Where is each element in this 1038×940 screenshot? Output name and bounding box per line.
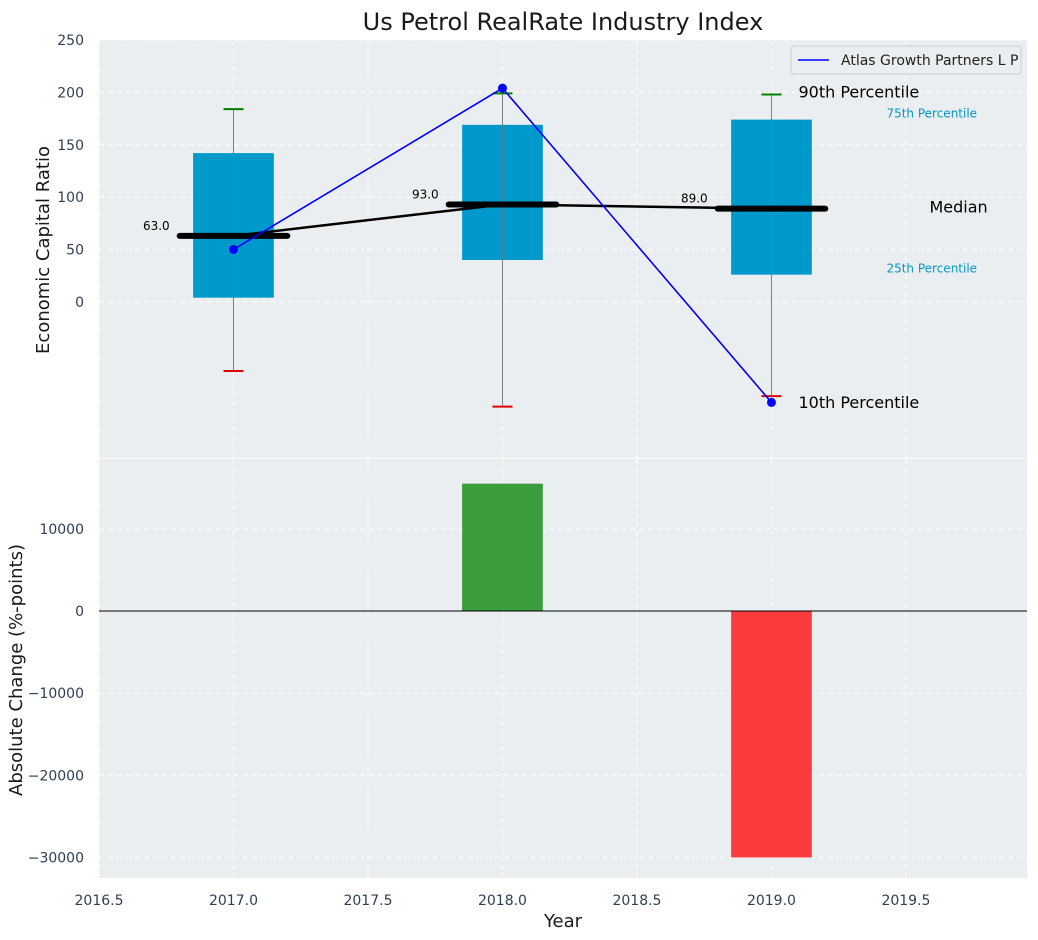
bottom-y-axis-label: Absolute Change (%-points) [6,544,27,796]
legend-label: Atlas Growth Partners L P [841,53,1018,69]
change-bar [462,483,543,611]
x-tick-label: 2017.0 [209,893,258,909]
bottom-y-tick-label: 10000 [39,522,84,538]
x-tick-label: 2017.5 [343,893,392,909]
top-y-tick-label: 0 [75,295,84,311]
chart-title: Us Petrol RealRate Industry Index [363,8,764,36]
x-axis-label: Year [543,911,583,932]
company-point [497,83,507,93]
annotation-90th: 90th Percentile [798,82,919,101]
median-value-label: 89.0 [681,192,708,206]
top-y-tick-label: 150 [57,138,84,154]
bottom-y-tick-label: −10000 [28,686,84,702]
x-tick-label: 2019.5 [881,893,930,909]
top-y-tick-label: 250 [57,33,84,49]
top-y-tick-label: 200 [57,85,84,101]
x-tick-label: 2016.5 [75,893,124,909]
bottom-y-tick-label: −20000 [28,768,84,784]
company-point [766,397,776,407]
annotation-75th: 75th Percentile [886,107,977,121]
bottom-y-tick-label: −30000 [28,850,84,866]
annotation-10th: 10th Percentile [798,393,919,412]
bottom-y-tick-label: 0 [75,604,84,620]
top-plot: 0 50 100 150 200 250 63.0 93.0 89.0 90th Percenti… [57,33,1027,460]
change-bar [731,610,812,858]
x-tick-label: 2019.0 [747,893,796,909]
x-tick-label: 2018.0 [478,893,527,909]
company-point [228,245,238,254]
x-tick-label: 2018.5 [612,893,661,909]
top-y-axis-label: Economic Capital Ratio [33,146,54,354]
bottom-plot-background [99,459,1027,878]
legend-box [790,45,1022,75]
annotation-median: Median [929,198,987,217]
median-value-label: 63.0 [143,219,170,233]
median-value-label: 93.0 [412,187,439,201]
annotation-25th: 25th Percentile [886,262,977,276]
top-y-tick-label: 50 [66,243,84,259]
top-y-tick-label: 100 [57,190,84,206]
bottom-plot: −30000 −20000 −10000 0 10000 2016.5 2017.0 2017… [28,459,1027,909]
